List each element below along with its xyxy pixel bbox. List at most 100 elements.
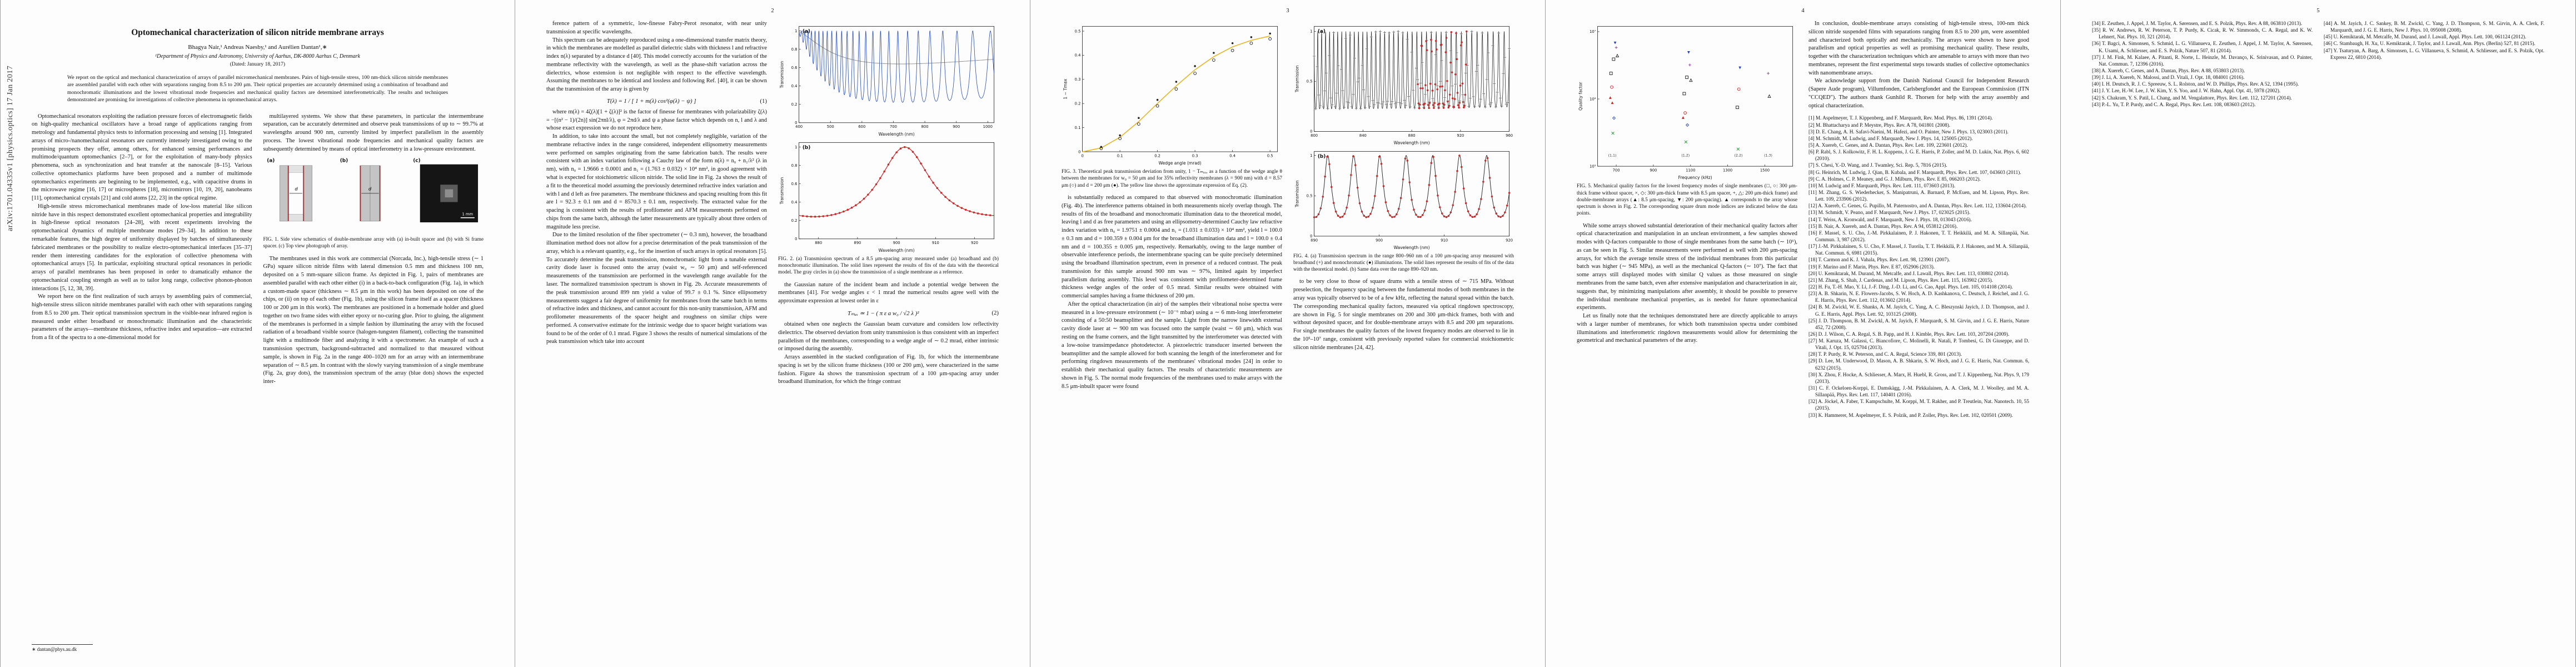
reference-item: [19] F. Marino and F. Marin, Phys. Rev. …	[1808, 263, 1935, 270]
paragraph: to be very close to those of square drum…	[1293, 278, 1514, 351]
paragraph: While some arrays showed substantial det…	[1577, 222, 1797, 311]
svg-text:Transmission: Transmission	[779, 61, 784, 89]
figure-1: (a) d (b)	[263, 155, 484, 250]
svg-text:(a): (a)	[1318, 29, 1326, 34]
figure-2a-plot: 400 500 600 700 800 900 1000 0 0.2 0.4 0.6 0.8 1 Wave…	[778, 22, 999, 138]
reference-item: [38] A. Xuereb, C. Genes, and A. Dantan,…	[2092, 67, 2245, 73]
svg-text:1100: 1100	[1686, 168, 1695, 173]
svg-text:0.5: 0.5	[1075, 29, 1081, 33]
svg-text:Quality factor: Quality factor	[1578, 82, 1583, 111]
paper-header: Optomechanical characterization of silic…	[32, 20, 484, 72]
column-text: Optomechanical resonators exploiting the…	[32, 113, 252, 342]
reference-item: [14] T. Weiss, A. Kronwald, and F. Marqu…	[1808, 216, 1972, 222]
svg-text:(b): (b)	[803, 145, 810, 151]
reference-item: [17] J.-M. Pirkkalainen, S. U. Cho, F. M…	[1808, 243, 2029, 256]
svg-text:0.5: 0.5	[1267, 153, 1273, 158]
figure-4b-plot: 890 900 910 920 0 0.5 1 Wavelength (nm) Transmis…	[1293, 147, 1514, 251]
paper-authors: Bhagya Nair,¹ Andreas Naesby,¹ and Aurél…	[188, 44, 327, 51]
reference-item: [8] G. Heinrich, M. Ludwig, J. Qian, B. …	[1808, 169, 2021, 175]
svg-text:1: 1	[1310, 29, 1312, 34]
reference-item: [35] R. W. Andrews, R. W. Peterson, T. P…	[2092, 27, 2313, 40]
figure-2: 400 500 600 700 800 900 1000 0 0.2 0.4 0.6 0.8 1 Wave…	[778, 22, 999, 276]
paragraph: ference pattern of a symmetric, low-fine…	[546, 21, 767, 35]
paper-title: Optomechanical characterization of silic…	[131, 28, 384, 37]
svg-text:910: 910	[1441, 238, 1448, 242]
footnote-email: ∗ dantan@phys.au.dk	[32, 646, 77, 652]
svg-text:(a): (a)	[803, 29, 810, 34]
svg-text:0.3: 0.3	[1192, 153, 1198, 158]
figure-1-panel-b-label: (b)	[340, 158, 347, 164]
svg-text:1 − Tmax: 1 − Tmax	[1063, 78, 1068, 99]
reference-item: [1] M. Aspelmeyer, T. J. Kippenberg, and…	[1808, 115, 1993, 121]
reference-item: [44] A. M. Jayich, J. C. Sankey, B. M. Z…	[2324, 21, 2544, 33]
svg-text:0.4: 0.4	[791, 84, 798, 88]
svg-text:0: 0	[795, 121, 797, 125]
svg-text:1: 1	[1310, 153, 1312, 158]
svg-text:890: 890	[1311, 238, 1318, 242]
svg-text:880: 880	[1408, 133, 1416, 138]
reference-item: [41] J. Y. Lee, H.-W. Lee, J. W. Kim, Y.…	[2092, 88, 2281, 94]
paragraph: After the optical characterization (in a…	[1062, 301, 1282, 390]
page-4-column-left: 700 900 1100 1300 1500 10⁵ 10⁶ 10⁷ Frequency (kH…	[1577, 20, 1797, 653]
figure-3-plot: 0 0.1 0.2 0.3 0.4 0.5 0 0.1 0.2 0.3 0.4 0.5 Wedge an…	[1062, 22, 1282, 167]
reference-item: [12] A. Xuereb, C. Genes, G. Pupillo, M.…	[1808, 203, 2027, 209]
svg-text:700: 700	[1613, 168, 1620, 173]
column-text: ference pattern of a symmetric, low-fine…	[546, 20, 767, 94]
column-text: to be very close to those of square drum…	[1293, 278, 1514, 352]
page-1: arXiv:1701.04335v1 [physics.optics] 17 J…	[0, 0, 515, 667]
svg-text:910: 910	[932, 241, 939, 245]
reference-item: [11] M. Zhang, G. S. Wiederhecker, S. Ma…	[1808, 189, 2029, 202]
reference-item: [25] J. D. Thompson, B. M. Zwickl, A. M.…	[1808, 317, 2029, 330]
svg-text:Transmission: Transmission	[1294, 65, 1299, 93]
figure-1-panel-c-label: (c)	[413, 158, 420, 164]
column-text: The membranes used in this work are comm…	[263, 255, 484, 386]
page-number: 3	[1286, 8, 1289, 14]
footnote-block: ∗ dantan@phys.au.dk	[32, 639, 252, 653]
separation-label: d	[295, 186, 298, 192]
svg-text:0.2: 0.2	[791, 218, 798, 223]
svg-text:0.8: 0.8	[791, 163, 798, 168]
svg-text:Transmission: Transmission	[779, 177, 784, 205]
reference-item: [33] K. Hammerer, M. Aspelmeyer, E. S. P…	[1808, 412, 2013, 418]
svg-text:0.6: 0.6	[791, 66, 798, 70]
svg-text:600: 600	[858, 125, 865, 129]
svg-text:400: 400	[795, 125, 803, 129]
svg-text:900: 900	[953, 125, 960, 129]
figure-3-caption: FIG. 3. Theoretical peak transmission de…	[1062, 169, 1282, 188]
svg-text:920: 920	[1506, 238, 1513, 242]
svg-text:Frequency (kHz): Frequency (kHz)	[1678, 175, 1712, 180]
paragraph: Let us finally note that the techniques …	[1577, 313, 1797, 344]
reference-list: [1] M. Aspelmeyer, T. J. Kippenberg, and…	[1808, 115, 2029, 418]
page-2-column-right: 400 500 600 700 800 900 1000 0 0.2 0.4 0.6 0.8 1 Wave…	[778, 20, 999, 653]
figure-1-caption: FIG. 1. Side view schematics of double-m…	[263, 237, 484, 250]
reference-item: [3] D. E. Chang, A. H. Safavi-Naeini, M.…	[1808, 128, 2009, 135]
paragraph: This spectrum can be adequately reproduc…	[546, 37, 767, 93]
paragraph: Due to the limited resolution of the fib…	[546, 232, 767, 345]
paper-affiliation: ¹Department of Physics and Astronomy, Un…	[155, 53, 360, 59]
reference-item: [28] T. P. Purdy, R. W. Peterson, and C.…	[1808, 351, 1962, 357]
paragraph: where m(λ) = 4ζ(λ)[1 + ζ(λ)]² is the fac…	[546, 108, 767, 132]
svg-text:960: 960	[1506, 133, 1513, 138]
column-text: In conclusion, double-membrane arrays co…	[1808, 20, 2029, 110]
page-3: 3 0 0.1 0.2 0.3 0.4 0.5 0 0.1 0.2 0.3 0.4 0.5 Wedge …	[1030, 0, 1546, 667]
reference-list: [34] E. Zeuthen, J. Appel, J. M. Taylor,…	[2092, 20, 2313, 108]
reference-item: [15] B. Nair, A. Xuereb, and A. Dantan, …	[1808, 223, 1958, 229]
equation-1-body: T(λ) = 1 / [ 1 + m(λ) cos²(φ(λ) − ψ) ]	[606, 97, 696, 104]
figure-3: 0 0.1 0.2 0.3 0.4 0.5 0 0.1 0.2 0.3 0.4 0.5 Wedge an…	[1062, 22, 1282, 189]
page-1-column-left: Optomechanical resonators exploiting the…	[32, 113, 252, 653]
svg-text:0: 0	[1310, 234, 1312, 238]
reference-item: [29] D. Lee, M. Underwood, D. Mason, A. …	[1808, 358, 2029, 371]
svg-text:(b): (b)	[1318, 153, 1326, 159]
paragraph: In conclusion, double-membrane arrays co…	[1808, 21, 2029, 76]
svg-text:0.4: 0.4	[791, 200, 798, 205]
equation-1-number: (1)	[760, 97, 767, 104]
page-5: 5 [34] E. Zeuthen, J. Appel, J. M. Taylo…	[2061, 0, 2576, 667]
paragraph: Optomechanical resonators exploiting the…	[32, 113, 252, 202]
column-text: is substantially reduced as compared to …	[1062, 194, 1282, 391]
page-1-body: Optomechanical characterization of silic…	[32, 20, 484, 653]
reference-item: [18] T. Carmon and K. J. Vahala, Phys. R…	[1808, 257, 1950, 263]
svg-text:0.6: 0.6	[791, 182, 798, 186]
svg-text:Transmission: Transmission	[1294, 180, 1299, 208]
paper-date: (Dated: January 18, 2017)	[230, 62, 286, 67]
